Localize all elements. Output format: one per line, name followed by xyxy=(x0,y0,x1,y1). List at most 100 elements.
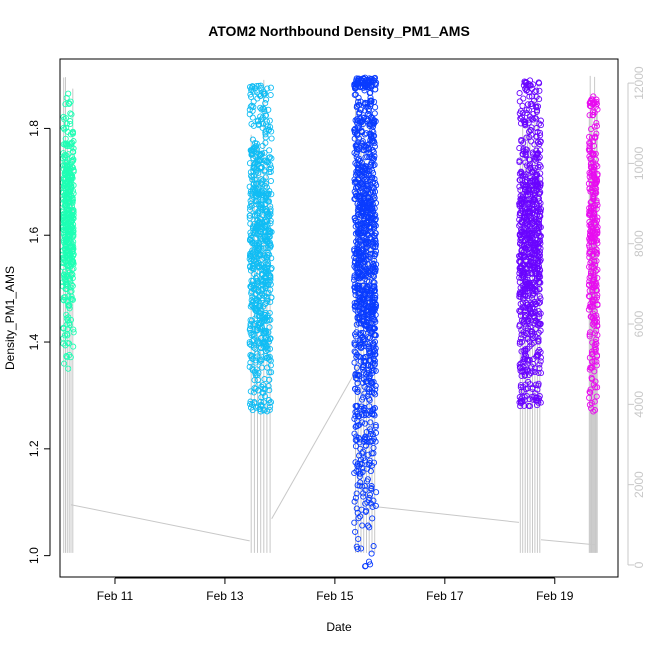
data-point xyxy=(63,315,70,322)
data-point xyxy=(593,336,600,343)
data-point xyxy=(367,430,374,437)
data-point xyxy=(360,493,367,500)
data-point xyxy=(372,438,379,445)
data-point xyxy=(528,100,535,107)
data-point xyxy=(63,94,70,101)
data-point xyxy=(363,241,370,248)
data-point xyxy=(537,205,545,213)
data-point xyxy=(526,162,533,169)
data-point xyxy=(592,188,599,195)
data-point xyxy=(361,87,368,94)
data-point xyxy=(527,369,535,377)
data-point xyxy=(267,220,274,227)
data-point xyxy=(524,225,531,232)
data-point xyxy=(259,285,266,292)
data-point xyxy=(251,176,258,183)
data-point xyxy=(260,389,267,396)
data-point xyxy=(516,361,523,368)
data-point xyxy=(352,528,359,535)
data-point xyxy=(527,240,535,247)
data-point xyxy=(593,294,600,301)
data-point xyxy=(63,143,71,150)
data-point xyxy=(265,397,272,404)
data-point xyxy=(517,231,524,238)
data-point xyxy=(593,362,600,369)
data-point xyxy=(354,314,361,321)
data-point xyxy=(259,150,266,157)
data-point xyxy=(267,211,274,218)
data-point xyxy=(62,201,69,208)
data-point xyxy=(592,180,599,187)
data-point xyxy=(266,406,273,413)
data-point xyxy=(252,275,259,282)
data-point xyxy=(590,318,597,325)
x-tick-label: Feb 15 xyxy=(316,589,354,603)
cluster-flight-2 xyxy=(246,82,275,415)
data-point xyxy=(525,119,532,126)
data-point xyxy=(247,398,254,405)
data-point xyxy=(262,266,269,274)
data-point xyxy=(256,156,263,164)
data-point xyxy=(256,319,263,326)
data-point xyxy=(352,230,359,237)
data-point xyxy=(257,235,264,243)
data-point xyxy=(587,389,594,396)
data-point xyxy=(61,126,68,133)
data-point xyxy=(527,127,534,134)
data-point xyxy=(518,218,525,225)
data-point xyxy=(361,290,369,297)
data-point xyxy=(372,104,379,111)
data-point xyxy=(356,201,363,208)
data-point xyxy=(352,217,359,224)
data-point xyxy=(526,234,533,241)
data-point xyxy=(371,298,378,305)
data-point xyxy=(536,216,543,223)
data-point xyxy=(519,273,527,280)
data-point xyxy=(516,159,523,166)
data-point xyxy=(63,236,70,243)
data-point xyxy=(266,187,273,195)
data-point xyxy=(360,163,367,170)
data-point xyxy=(529,304,536,311)
data-point xyxy=(65,240,72,247)
data-point xyxy=(70,157,77,164)
data-point xyxy=(362,563,369,570)
data-point xyxy=(529,291,536,298)
data-point xyxy=(365,461,372,468)
data-point xyxy=(519,114,526,121)
cluster-flight-3 xyxy=(351,74,380,570)
data-point xyxy=(68,172,75,179)
data-point xyxy=(522,352,530,359)
data-point xyxy=(524,222,531,229)
data-point xyxy=(590,172,597,179)
data-point xyxy=(367,97,374,104)
data-point xyxy=(587,161,594,168)
data-point xyxy=(248,93,255,101)
data-point xyxy=(357,545,365,552)
data-point xyxy=(262,129,269,136)
data-point xyxy=(522,371,529,378)
data-point xyxy=(516,90,523,97)
data-point xyxy=(537,189,544,196)
data-point xyxy=(265,159,272,166)
data-point xyxy=(366,270,373,277)
data-point xyxy=(254,280,261,287)
data-point xyxy=(364,238,371,245)
data-point xyxy=(591,258,598,265)
data-point xyxy=(522,151,529,158)
data-point xyxy=(357,470,364,477)
data-point xyxy=(525,378,532,385)
data-point xyxy=(519,304,526,311)
data-point xyxy=(250,249,257,256)
data-point xyxy=(361,376,368,383)
data-point xyxy=(356,256,363,263)
data-point xyxy=(354,117,361,124)
data-point xyxy=(249,114,256,121)
data-point xyxy=(250,298,257,305)
data-point xyxy=(518,317,525,324)
data-point xyxy=(68,261,75,268)
data-point xyxy=(370,543,377,550)
data-point xyxy=(586,331,593,338)
data-point xyxy=(68,288,75,295)
